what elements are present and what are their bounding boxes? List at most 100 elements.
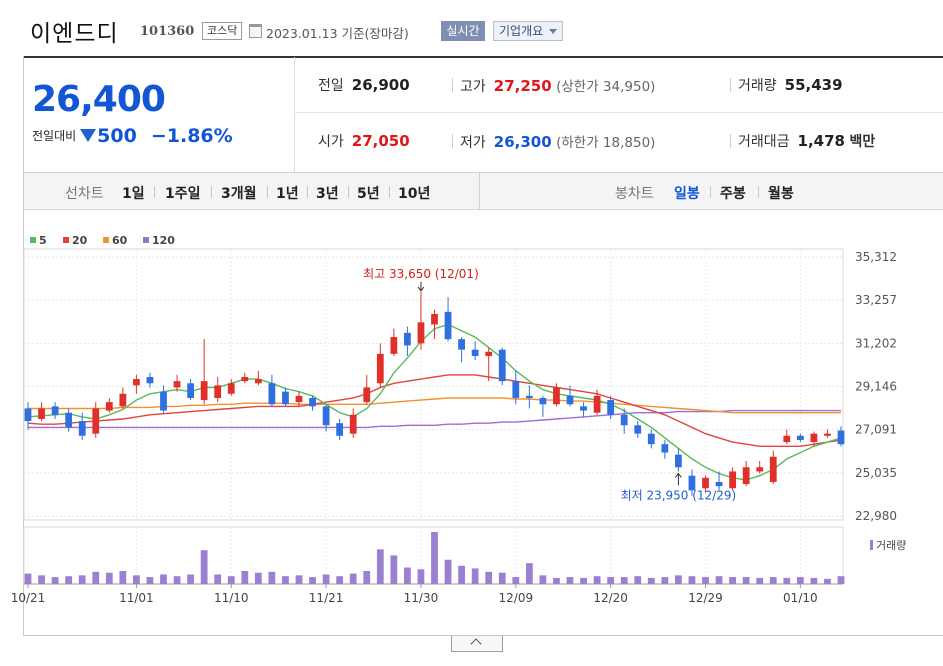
trade-value-amount: 1,478 [797, 132, 845, 150]
divider [758, 186, 759, 198]
ma120-line [28, 409, 841, 429]
volume-bar [78, 575, 86, 584]
candle-up [417, 322, 425, 344]
legend-swatch [103, 237, 109, 243]
low: 저가 26,300 (하한가 18,850) [460, 131, 655, 152]
volume-bar [810, 577, 818, 584]
candle-down [498, 349, 506, 382]
candle-down [444, 311, 452, 340]
corp-summary-dropdown[interactable]: 기업개요 [493, 21, 563, 41]
divider [730, 78, 731, 92]
candle-up [105, 402, 113, 411]
volume-bar [282, 576, 289, 584]
y-tick-label: 29,146 [855, 380, 897, 394]
volume-value: 55,439 [784, 76, 843, 94]
max-arrow-head [417, 286, 425, 292]
volume-bar [580, 577, 587, 584]
candle-up [200, 381, 208, 401]
x-tick-label: 12/09 [499, 591, 534, 605]
corp-summary-label: 기업개요 [499, 24, 544, 38]
volume-bar [742, 577, 750, 584]
market-badge: 코스닥 [202, 22, 243, 40]
volume-bar [702, 577, 709, 584]
volume-bar [458, 565, 465, 584]
volume-bar [214, 574, 222, 584]
collapse-button[interactable] [451, 636, 503, 652]
volume-bar [92, 571, 100, 584]
period-1d[interactable]: 1일 [122, 186, 145, 202]
change-amount: 500 [97, 125, 137, 147]
y-tick-label: 27,091 [855, 423, 897, 437]
realtime-button[interactable]: 실시간 [441, 21, 485, 41]
candle-monthly[interactable]: 월봉 [768, 186, 794, 202]
volume-legend-label: 거래량 [876, 539, 906, 552]
divider [452, 78, 453, 92]
plot-frame [23, 248, 844, 521]
high-value: 27,250 [493, 77, 552, 95]
open: 시가 27,050 [318, 131, 410, 151]
candle-down [661, 444, 669, 453]
candle-down [607, 400, 615, 415]
candle-down [715, 481, 723, 487]
candle-up [390, 337, 398, 354]
candle-up [349, 414, 357, 434]
volume-bar [309, 577, 316, 584]
legend-label: 20 [72, 234, 88, 247]
y-tick-label: 25,035 [855, 466, 897, 480]
candle-up [810, 433, 818, 443]
open-label: 시가 [318, 134, 344, 150]
open-value: 27,050 [351, 132, 410, 150]
candle-daily[interactable]: 일봉 [674, 186, 700, 202]
volume: 거래량 55,439 [738, 75, 843, 95]
candle-up [729, 471, 736, 489]
period-3m[interactable]: 3개월 [221, 186, 257, 202]
top-divider [24, 56, 943, 58]
y-tick-label: 35,312 [855, 250, 897, 264]
period-3y[interactable]: 3년 [316, 186, 339, 202]
max-annotation: 최고 33,650 (12/01) [363, 267, 479, 281]
candle-up [756, 467, 764, 472]
stock-code: 101360 [140, 24, 195, 39]
candle-weekly[interactable]: 주봉 [720, 186, 746, 202]
ma5-line [27, 323, 842, 481]
candle-up [431, 313, 438, 325]
volume-bar [173, 576, 181, 584]
volume-bar [756, 577, 764, 584]
candle-up [485, 351, 493, 356]
x-tick-label: 01/10 [783, 591, 818, 605]
legend-label: 120 [152, 234, 175, 247]
period-bar: 선차트 1일 1주일 3개월 1년 3년 5년 10년 봉차트 일봉 주봉 월봉 [24, 172, 943, 210]
candle-up [214, 385, 222, 398]
volume-bar [553, 577, 560, 584]
volume-bar [661, 577, 669, 584]
line-chart-label: 선차트 [65, 186, 104, 202]
volume-bar [824, 578, 831, 584]
candle-down [309, 397, 316, 407]
candle-down [539, 397, 547, 405]
prev-close: 전일 26,900 [318, 75, 410, 95]
high: 고가 27,250 (상한가 34,950) [460, 75, 655, 96]
candle-up [295, 395, 303, 403]
volume-bar [512, 577, 520, 584]
min-arrow-head [675, 472, 682, 478]
min-annotation: 최저 23,950 (12/29) [621, 488, 737, 502]
candle-down [24, 408, 32, 422]
period-1w[interactable]: 1주일 [165, 186, 201, 202]
candle-down [837, 430, 845, 445]
price-chart[interactable]: 35,312 33,257 31,202 29,146 27,091 25,035 22,9… [0, 225, 943, 615]
candle-down [458, 339, 465, 350]
divider [710, 186, 711, 198]
candle-down [471, 349, 479, 356]
base-date: 2023.01.13 기준(장마감) [266, 26, 409, 41]
candle-up [553, 387, 560, 405]
volume-bar [404, 567, 411, 584]
candle-down [187, 383, 194, 398]
volume-bar [146, 577, 154, 584]
period-1y[interactable]: 1년 [276, 186, 299, 202]
candle-up [742, 467, 750, 485]
volume-bar [105, 572, 113, 584]
period-10y[interactable]: 10년 [398, 186, 431, 202]
volume-bar [336, 576, 344, 584]
divider [452, 134, 453, 148]
period-5y[interactable]: 5년 [357, 186, 380, 202]
